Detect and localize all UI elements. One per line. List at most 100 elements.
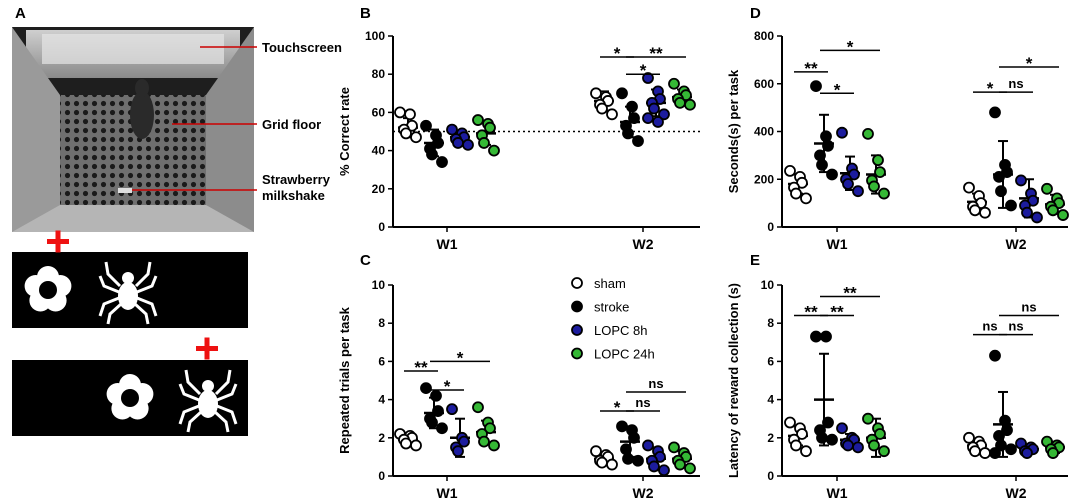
stimulus-screen-1	[12, 230, 248, 328]
data-point-sham	[410, 439, 422, 452]
data-point-lopc24	[478, 137, 490, 149]
significance-label: *	[457, 348, 464, 367]
data-point-stroke	[626, 100, 638, 113]
y-tick-label: 6	[378, 354, 385, 368]
x-tick-label: W1	[437, 236, 458, 252]
data-point-sham	[784, 416, 796, 429]
data-point-stroke	[628, 112, 640, 125]
data-point-stroke	[993, 170, 1005, 183]
y-tick-label: 8	[767, 316, 774, 330]
data-point-stroke	[822, 416, 834, 429]
panel-letter-a: A	[15, 5, 26, 22]
data-point-sham	[969, 204, 981, 217]
data-point-sham	[606, 108, 618, 121]
data-point-stroke	[432, 405, 444, 417]
data-point-sham	[410, 131, 422, 144]
data-point-lopc24	[874, 166, 886, 178]
y-tick-label: 0	[378, 469, 385, 483]
chamber-photo	[12, 27, 257, 232]
data-point-stroke	[436, 156, 448, 168]
data-point-lopc8	[452, 137, 464, 149]
y-tick-label: 600	[754, 77, 774, 91]
red-cross-icon-2	[196, 337, 218, 360]
data-point-lopc24	[684, 98, 696, 111]
panel-letter-c: C	[360, 252, 371, 269]
legend-label-stroke: stroke	[594, 300, 629, 315]
data-point-sham	[800, 445, 812, 458]
data-point-sham	[979, 447, 991, 459]
significance-label: **	[830, 303, 844, 322]
data-point-stroke	[436, 422, 448, 435]
legend-label-lopc8: LOPC 8h	[594, 323, 647, 338]
legend-marker-lopc24	[571, 347, 583, 360]
label-milkshake-2: milkshake	[262, 188, 325, 203]
data-point-stroke	[620, 443, 632, 456]
data-point-lopc24	[488, 144, 500, 157]
data-point-stroke	[993, 429, 1005, 442]
data-point-lopc24	[488, 439, 500, 452]
x-tick-label: W2	[1006, 485, 1027, 501]
label-touchscreen: Touchscreen	[262, 40, 342, 55]
data-point-sham	[800, 192, 812, 205]
data-point-lopc8	[642, 72, 654, 84]
data-point-sham	[590, 445, 602, 458]
data-point-lopc24	[862, 127, 874, 140]
data-point-lopc8	[462, 138, 474, 151]
data-point-lopc8	[648, 102, 660, 115]
data-point-sham	[969, 445, 981, 458]
data-point-lopc8	[836, 126, 848, 139]
panel-letter-e: E	[750, 252, 760, 269]
data-point-lopc8	[642, 112, 654, 125]
y-tick-label: 6	[767, 354, 774, 368]
significance-label: *	[614, 44, 621, 63]
data-point-lopc24	[868, 439, 880, 452]
data-point-sham	[784, 164, 796, 177]
y-tick-label: 60	[372, 105, 386, 119]
data-point-lopc24	[668, 441, 680, 454]
y-tick-label: 400	[754, 125, 774, 139]
significance-label: ns	[648, 376, 663, 391]
data-point-lopc24	[862, 412, 874, 425]
data-point-sham	[400, 437, 412, 450]
data-point-stroke	[1005, 443, 1017, 456]
flower-icon	[106, 374, 154, 420]
panel-letter-d: D	[750, 5, 761, 22]
data-point-stroke	[1001, 424, 1013, 437]
significance-label: *	[834, 80, 841, 99]
significance-label: *	[1026, 54, 1033, 73]
data-point-stroke	[628, 431, 640, 444]
y-axis-label: Latency of reward collection (s)	[726, 283, 741, 478]
chart-e: E 0 2 4 6 8 10 Latency of reward collection (s)…	[726, 252, 1068, 501]
significance-label: ns	[1008, 76, 1023, 91]
data-point-stroke	[432, 137, 444, 149]
data-point-lopc8	[658, 108, 670, 121]
data-point-stroke	[616, 420, 628, 433]
data-point-stroke	[816, 431, 828, 444]
data-point-lopc8	[1031, 211, 1043, 224]
x-tick-label: W2	[633, 485, 654, 501]
label-milkshake-1: Strawberry	[262, 172, 331, 187]
data-point-lopc8	[852, 441, 864, 454]
legend: sham stroke LOPC 8h LOPC 24h	[571, 276, 655, 362]
data-point-lopc8	[458, 435, 470, 448]
data-point-lopc24	[484, 422, 496, 435]
data-point-stroke	[616, 87, 628, 100]
y-tick-label: 20	[372, 182, 386, 196]
significance-label: **	[649, 44, 663, 63]
data-point-sham	[596, 102, 608, 115]
significance-label: *	[987, 79, 994, 98]
data-point-stroke	[999, 414, 1011, 427]
data-point-lopc8	[842, 439, 854, 452]
legend-label-sham: sham	[594, 276, 626, 291]
data-point-sham	[790, 439, 802, 452]
y-tick-label: 100	[365, 29, 385, 43]
y-tick-label: 80	[372, 67, 386, 81]
legend-marker-stroke	[571, 300, 583, 313]
significance-label: **	[804, 59, 818, 78]
significance-label: **	[843, 283, 857, 302]
data-point-lopc8	[452, 445, 464, 458]
data-point-sham	[963, 181, 975, 194]
data-point-stroke	[820, 130, 832, 143]
